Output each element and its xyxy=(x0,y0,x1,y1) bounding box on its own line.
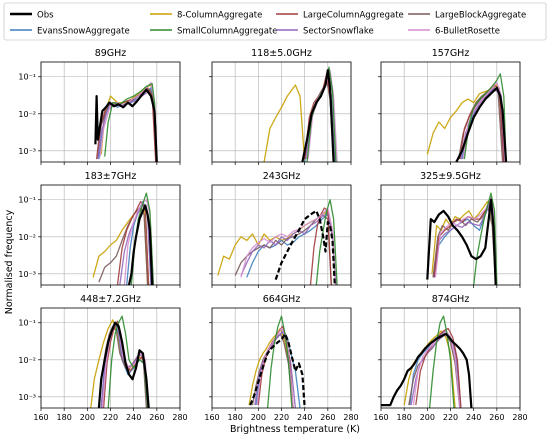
panel-curves xyxy=(426,192,498,285)
series-line-smallcol xyxy=(463,73,507,162)
series-line-obs xyxy=(94,88,158,162)
series-line-col8 xyxy=(426,84,506,162)
x-tick-label: 280 xyxy=(172,413,187,422)
x-tick-label: 200 xyxy=(420,413,435,422)
panel-curves xyxy=(217,199,338,285)
x-tick-label: 200 xyxy=(251,413,266,422)
x-tick-label: 200 xyxy=(80,413,95,422)
series-line-obs xyxy=(426,198,497,285)
series-line-col8 xyxy=(90,319,149,408)
x-tick-label: 160 xyxy=(204,413,219,422)
y-tick-label: 10⁻³ xyxy=(18,393,36,402)
panel-title: 325±9.5GHz xyxy=(420,171,481,182)
panel-9: 874GHz 160 180 200 220 240 260 280 xyxy=(373,294,527,422)
series-line-obs xyxy=(455,86,508,162)
panel-title: 118±5.0GHz xyxy=(251,48,312,59)
panel-title: 664GHz xyxy=(263,294,301,305)
series-line-rosette xyxy=(99,81,158,162)
panel-title: 157GHz xyxy=(432,48,470,59)
series-line-sector xyxy=(240,211,337,285)
x-tick-label: 260 xyxy=(149,413,164,422)
y-tick-label: 10⁻¹ xyxy=(18,319,36,328)
y-tick-label: 10⁻¹ xyxy=(18,196,36,205)
x-tick-label: 240 xyxy=(126,413,141,422)
series-line-obs xyxy=(381,332,473,408)
panel-curves xyxy=(381,315,473,408)
series-line-smallcol xyxy=(266,315,293,408)
panel-5: 243GHz xyxy=(209,171,352,288)
legend-label-sector: SectorSnowflake xyxy=(303,27,374,37)
x-tick-label: 180 xyxy=(228,413,243,422)
series-line-largecol xyxy=(95,87,157,162)
series-line-obs xyxy=(127,204,154,285)
panel-title: 243GHz xyxy=(263,171,301,182)
series-line-smallcol xyxy=(315,199,338,285)
x-tick-label: 260 xyxy=(320,413,335,422)
y-tick-label: 10⁻³ xyxy=(18,270,36,279)
y-tick-label: 10⁻² xyxy=(18,110,36,119)
x-tick-label: 180 xyxy=(57,413,72,422)
panel-curves xyxy=(248,315,306,408)
x-tick-label: 180 xyxy=(397,413,412,422)
series-line-smallcol xyxy=(428,315,455,408)
series-line-rosette xyxy=(240,207,337,285)
series-line-obs xyxy=(301,69,335,162)
x-tick-label: 260 xyxy=(489,413,504,422)
series-line-col8 xyxy=(263,84,306,162)
panel-curves xyxy=(426,73,508,162)
panel-title: 448±7.2GHz xyxy=(80,294,141,305)
x-tick-label: 220 xyxy=(103,413,118,422)
y-tick-label: 10⁻¹ xyxy=(18,73,36,82)
x-tick-label: 280 xyxy=(512,413,527,422)
x-tick-label: 220 xyxy=(443,413,458,422)
panel-3: 157GHz xyxy=(378,48,521,165)
legend-label-rosette: 6-BulletRosette xyxy=(435,27,500,37)
x-tick-label: 240 xyxy=(466,413,481,422)
series-line-largecol xyxy=(415,327,462,408)
series-line-obs xyxy=(249,332,306,408)
series-line-smallcol xyxy=(104,83,158,162)
panel-2: 118±5.0GHz xyxy=(209,48,352,165)
panel-4: 183±7GHz 10⁻³ 10⁻² 10⁻¹ xyxy=(18,171,181,288)
panel-title: 89GHz xyxy=(95,48,127,59)
series-line-obs xyxy=(274,209,336,285)
x-tick-label: 220 xyxy=(274,413,289,422)
series-line-smallcol xyxy=(107,315,149,408)
panels: 89GHz 10⁻³ 10⁻² 10⁻¹ 118±5.0GHz 157GHz 183±7GH… xyxy=(18,48,527,422)
legend-label-largeblock: LargeBlockAggregate xyxy=(435,11,526,21)
legend-label-largecol: LargeColumnAggregate xyxy=(303,11,404,21)
legend-label-smallcol: SmallColumnAggregate xyxy=(177,27,277,37)
legend-label-col8: 8-ColumnAggregate xyxy=(177,11,262,21)
panel-6: 325±9.5GHz xyxy=(378,171,521,288)
panel-8: 664GHz 160 180 200 220 240 260 280 xyxy=(204,294,358,422)
panel-1: 89GHz 10⁻³ 10⁻² 10⁻¹ xyxy=(18,48,181,165)
panel-curves xyxy=(94,81,158,162)
y-axis-label: Normalised frequency xyxy=(4,209,15,314)
legend: Obs EvansSnowAggregate 8-ColumnAggregate Sm… xyxy=(3,2,547,41)
x-tick-label: 160 xyxy=(33,413,48,422)
series-line-smallcol xyxy=(473,192,498,285)
panel-curves xyxy=(92,192,155,285)
legend-label-evans: EvansSnowAggregate xyxy=(37,27,130,37)
legend-label-obs: Obs xyxy=(37,11,54,21)
series-line-rosette xyxy=(434,196,498,285)
x-tick-label: 160 xyxy=(373,413,388,422)
x-tick-label: 280 xyxy=(343,413,358,422)
series-line-obs xyxy=(97,321,150,408)
panel-curves xyxy=(90,315,150,408)
panel-title: 183±7GHz xyxy=(85,171,137,182)
y-tick-label: 10⁻² xyxy=(18,233,36,242)
panel-7: 448±7.2GHz 10⁻³ 10⁻² 10⁻¹ 160 180 200 220 240 260… xyxy=(18,294,187,422)
series-line-rosette xyxy=(101,322,149,408)
panel-title: 874GHz xyxy=(432,294,470,305)
x-tick-label: 240 xyxy=(297,413,312,422)
y-tick-label: 10⁻³ xyxy=(18,147,36,156)
panel-curves xyxy=(263,66,338,162)
y-tick-label: 10⁻² xyxy=(18,356,36,365)
x-axis-label: Brightness temperature (K) xyxy=(230,424,360,435)
